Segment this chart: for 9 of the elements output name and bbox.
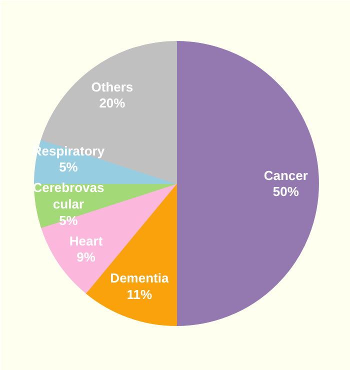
data-label: 11% [126, 287, 153, 302]
slice-label: Others [91, 79, 134, 94]
data-label: 9% [76, 250, 96, 265]
slice-label: Cancer [264, 168, 308, 183]
data-label: 20% [99, 96, 126, 111]
data-label: 5% [59, 160, 78, 175]
slice-label: Heart [69, 233, 104, 248]
slice-label: Dementia [110, 270, 170, 286]
data-label: 50% [272, 184, 300, 200]
